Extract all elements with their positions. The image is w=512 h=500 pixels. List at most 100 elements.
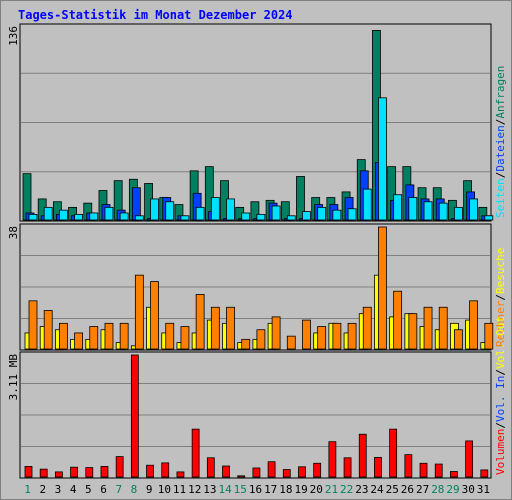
bar-volumen — [328, 441, 337, 478]
legend-item: Volumen — [494, 429, 507, 475]
legend-text: Seiten/Dateien/Anfragen — [494, 66, 507, 218]
bar-volumen — [176, 471, 185, 478]
bar-volumen — [24, 466, 33, 478]
bar-volumen — [404, 454, 413, 478]
bar-rechner — [150, 281, 159, 350]
legend-item: Rechner — [494, 300, 507, 347]
legend-item: Anfragen — [494, 66, 507, 119]
bar-rechner — [484, 322, 494, 350]
x-tick-label: 1 — [24, 483, 31, 496]
bar-seiten — [393, 194, 403, 221]
bar-volumen — [419, 462, 428, 478]
chart-title: Tages-Statistik im Monat Dezember 2024 — [18, 8, 293, 22]
x-tick-label: 15 — [234, 483, 247, 496]
bar-volumen — [161, 462, 170, 478]
bar-seiten — [423, 201, 433, 221]
legend-bottom: Volumen/Vol. In/Vol. Out — [494, 316, 507, 475]
bar-seiten — [408, 197, 418, 221]
bar-rechner — [438, 306, 448, 350]
bar-seiten — [286, 215, 296, 221]
bar-seiten — [180, 215, 190, 221]
bar-volumen — [480, 469, 489, 478]
bar-rechner — [43, 310, 53, 350]
bar-rechner — [362, 306, 372, 350]
x-tick-label: 24 — [370, 483, 384, 496]
bar-volumen — [146, 464, 154, 478]
bars-bottom — [24, 354, 489, 478]
bar-volumen — [313, 462, 322, 478]
bar-rechner — [302, 319, 311, 350]
bar-seiten — [58, 209, 68, 221]
bar-volumen — [39, 468, 48, 478]
bar-seiten — [134, 215, 144, 221]
x-tick-label: 2 — [39, 483, 46, 496]
grid-bottom — [21, 383, 490, 447]
x-tick-label: 28 — [431, 483, 444, 496]
x-tick-label: 26 — [401, 483, 414, 496]
bar-volumen — [298, 466, 306, 478]
x-tick-label: 6 — [100, 483, 107, 496]
legend-separator: / — [494, 369, 507, 376]
bar-seiten — [271, 205, 281, 221]
bar-volumen — [130, 354, 139, 478]
bar-rechner — [210, 306, 220, 350]
x-tick-label: 27 — [416, 483, 429, 496]
bar-rechner — [256, 329, 266, 350]
bar-seiten — [74, 213, 83, 221]
bar-rechner — [454, 329, 463, 350]
bar-volumen — [100, 466, 109, 478]
bar-volumen — [267, 461, 276, 478]
x-tick-label: 4 — [70, 483, 77, 496]
bar-rechner — [28, 300, 38, 350]
x-tick-label: 22 — [340, 483, 353, 496]
bar-seiten — [256, 213, 266, 221]
bar-seiten — [28, 213, 38, 221]
bar-seiten — [454, 206, 463, 221]
bar-seiten — [89, 212, 99, 221]
bar-rechner — [74, 332, 83, 350]
y-max-middle-label: 38 — [7, 226, 20, 239]
bar-seiten — [150, 198, 159, 221]
bar-rechner — [58, 322, 68, 350]
bar-rechner — [241, 338, 251, 350]
x-tick-label: 10 — [158, 483, 171, 496]
bar-seiten — [104, 206, 114, 221]
bars-middle — [24, 226, 494, 350]
x-tick-label: 12 — [188, 483, 201, 496]
bar-seiten — [165, 201, 175, 221]
x-tick-label: 23 — [355, 483, 368, 496]
legend-item: Besuche — [494, 248, 507, 294]
legend-item: Seiten — [494, 178, 507, 218]
y-max-bottom-label: 3.11 MB — [7, 354, 20, 401]
bar-volumen — [191, 428, 200, 478]
bar-seiten — [378, 97, 387, 221]
x-tick-label: 31 — [477, 483, 490, 496]
bar-seiten — [469, 198, 479, 221]
bar-seiten — [226, 198, 235, 221]
bar-volumen — [450, 471, 458, 478]
bar-seiten — [119, 212, 129, 221]
bar-volumen — [54, 471, 63, 478]
legend-separator: / — [494, 172, 507, 179]
legend-top: Seiten/Dateien/Anfragen — [494, 66, 507, 218]
x-tick-label: 21 — [325, 483, 338, 496]
x-tick-label: 17 — [264, 483, 277, 496]
bar-volumen — [206, 457, 215, 478]
legend-separator: / — [494, 119, 507, 126]
bar-rechner — [195, 294, 205, 350]
legend-item: Dateien — [494, 125, 507, 171]
bar-volumen — [343, 457, 352, 478]
bar-volumen — [374, 456, 382, 478]
bar-rechner — [393, 290, 403, 350]
bar-seiten — [438, 202, 448, 221]
x-tick-label: 11 — [173, 483, 186, 496]
bar-volumen — [222, 465, 230, 478]
bar-volumen — [70, 466, 78, 478]
x-tick-label: 20 — [310, 483, 323, 496]
bar-volumen — [465, 440, 474, 478]
bar-rechner — [119, 322, 129, 350]
bar-rechner — [408, 313, 418, 350]
x-tick-label: 9 — [146, 483, 153, 496]
x-tick-label: 8 — [131, 483, 138, 496]
